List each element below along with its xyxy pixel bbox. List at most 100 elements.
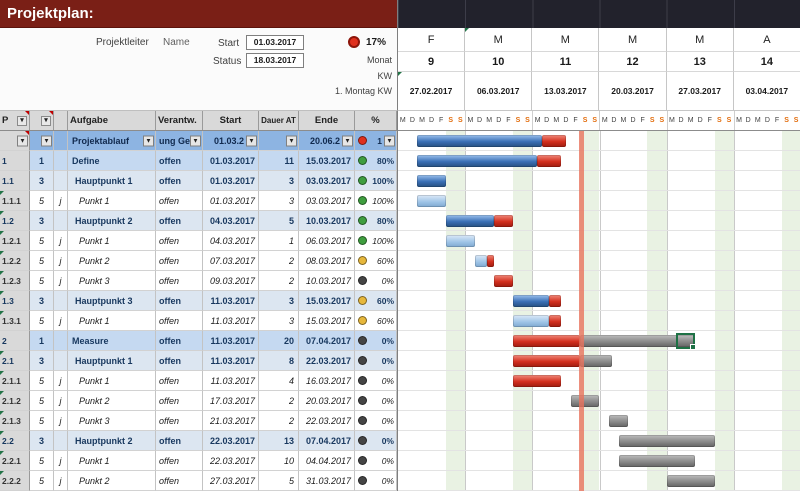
cell-start[interactable]: 01.03.2017 <box>203 151 259 171</box>
cell-percent[interactable]: 100% <box>355 171 397 191</box>
column-header-verantw[interactable]: Verantw. <box>156 111 203 130</box>
cell-start[interactable]: 07.03.2017 <box>203 251 259 271</box>
cell-aufgabe[interactable]: Projektablauf ▾ <box>68 131 156 151</box>
day-letter-cell[interactable]: D <box>764 117 770 124</box>
day-letter-cell[interactable]: F <box>707 117 712 124</box>
day-letter-cell[interactable]: F <box>506 117 511 124</box>
day-letter-cell[interactable]: S <box>525 117 530 124</box>
cell-dauer-at[interactable]: 20 <box>259 331 299 351</box>
day-letter-cell[interactable]: M <box>532 111 542 130</box>
cell-dauer-at[interactable]: 3 <box>259 311 299 331</box>
cell-level[interactable]: 1 <box>30 331 54 351</box>
cell-percent[interactable]: 0% <box>355 471 397 491</box>
day-letter-cell[interactable]: F <box>640 117 645 124</box>
cell-id[interactable]: 1.1 <box>0 171 30 191</box>
cell-cursor[interactable] <box>676 333 697 350</box>
column-header-ende[interactable]: Ende <box>299 111 355 130</box>
week-start-date-cell[interactable]: 13.03.2017 <box>532 72 600 110</box>
cell-flag[interactable]: j <box>54 391 68 411</box>
cell-flag[interactable]: j <box>54 271 68 291</box>
cell-level[interactable]: 3 <box>30 351 54 371</box>
cell-percent[interactable]: 0% <box>355 351 397 371</box>
dropdown-icon[interactable]: ▾ <box>246 135 257 146</box>
cell-level[interactable]: 1 <box>30 151 54 171</box>
cell-level[interactable]: 3 <box>30 211 54 231</box>
cell-start[interactable]: 04.03.2017 <box>203 231 259 251</box>
cell-start[interactable]: 11.03.2017 <box>203 311 259 331</box>
cell-ende[interactable]: 15.03.2017 <box>299 311 355 331</box>
cell-aufgabe[interactable]: Define <box>68 151 156 171</box>
cell-aufgabe[interactable]: Punkt 2 <box>68 391 156 411</box>
cell-percent[interactable]: 60% <box>355 291 397 311</box>
cell-dauer-at[interactable]: 3 <box>259 191 299 211</box>
day-letter-cell[interactable]: S <box>515 117 521 124</box>
dropdown-icon[interactable]: ▾ <box>41 135 52 146</box>
day-letter-cell[interactable]: D <box>611 117 617 124</box>
cell-percent[interactable]: 0% <box>355 451 397 471</box>
day-letter-cell[interactable]: M <box>486 117 493 124</box>
day-letter-cell[interactable]: S <box>659 117 665 124</box>
cell-verantw[interactable]: offen <box>156 291 203 311</box>
cell-verantw[interactable]: offen <box>156 211 203 231</box>
cell-ende[interactable]: 08.03.2017 <box>299 251 355 271</box>
cell-level[interactable]: 5 <box>30 451 54 471</box>
cell-ende[interactable]: 07.04.2017 <box>299 431 355 451</box>
cell-aufgabe[interactable]: Hauptpunkt 1 <box>68 171 156 191</box>
cell-aufgabe[interactable]: Punkt 1 <box>68 371 156 391</box>
cell-dauer-at[interactable]: 2 <box>259 271 299 291</box>
dropdown-icon[interactable]: ▾ <box>286 135 297 146</box>
cell-start[interactable]: 01.03.2017 <box>203 171 259 191</box>
cell-verantw[interactable]: offen <box>156 151 203 171</box>
cell-start[interactable]: 22.03.2017 <box>203 451 259 471</box>
cell-dauer-at[interactable]: 5 <box>259 211 299 231</box>
cell-ende[interactable]: 22.03.2017 <box>299 411 355 431</box>
cell-dauer-at[interactable]: 5 <box>259 471 299 491</box>
week-start-date-cell[interactable]: 03.04.2017 <box>734 72 800 110</box>
dropdown-icon[interactable]: ▾ <box>17 135 28 146</box>
day-letter-cell[interactable]: M <box>419 117 425 124</box>
day-letter-cell[interactable]: M <box>666 111 677 130</box>
cell-aufgabe[interactable]: Hauptpunkt 1 <box>68 351 156 371</box>
filter-icon[interactable]: ▾ <box>17 115 27 126</box>
day-letter-cell[interactable]: M <box>553 117 560 124</box>
cell-percent[interactable]: 100% <box>355 191 397 211</box>
cell-aufgabe[interactable]: Punkt 2 <box>68 251 156 271</box>
column-header-percent[interactable]: % <box>355 111 397 130</box>
cell-percent[interactable]: 100% <box>355 231 397 251</box>
cell-percent[interactable]: 0% <box>355 431 397 451</box>
cell-level[interactable]: 3 <box>30 431 54 451</box>
cell-id[interactable]: 1 <box>0 151 30 171</box>
cell-aufgabe[interactable]: Punkt 3 <box>68 271 156 291</box>
cell-id[interactable]: 2.1.3 <box>0 411 30 431</box>
cell-flag[interactable] <box>54 131 68 151</box>
cell-dauer-at[interactable]: 13 <box>259 431 299 451</box>
day-letter-cell[interactable]: D <box>496 117 502 124</box>
cell-percent[interactable]: 0% <box>355 391 397 411</box>
cell-start[interactable]: 09.03.2017 <box>203 271 259 291</box>
day-letter-cell[interactable]: D <box>477 117 483 124</box>
day-letter-cell[interactable]: S <box>582 117 588 124</box>
cell-aufgabe[interactable]: Measure <box>68 331 156 351</box>
month-cell[interactable]: F <box>398 28 466 52</box>
column-header-aufgabe[interactable]: Aufgabe <box>68 111 156 130</box>
status-date-field[interactable]: 18.03.2017 <box>246 53 304 68</box>
cell-flag[interactable] <box>54 211 68 231</box>
cell-flag[interactable]: j <box>54 251 68 271</box>
cell-flag[interactable] <box>54 351 68 371</box>
cell-start[interactable]: 17.03.2017 <box>203 391 259 411</box>
cell-ende[interactable]: 15.03.2017 <box>299 291 355 311</box>
day-letter-cell[interactable]: M <box>465 111 475 130</box>
cell-id[interactable]: ▾ <box>0 131 30 151</box>
cell-aufgabe[interactable]: Hauptpunkt 2 <box>68 431 156 451</box>
dropdown-icon[interactable]: ▾ <box>342 135 353 146</box>
cell-ende[interactable]: 06.03.2017 <box>299 231 355 251</box>
day-letter-cell[interactable]: F <box>573 117 578 124</box>
cell-id[interactable]: 1.2 <box>0 211 30 231</box>
cell-flag[interactable]: j <box>54 451 68 471</box>
cell-flag[interactable]: j <box>54 311 68 331</box>
cell-ende[interactable]: 15.03.2017 <box>299 151 355 171</box>
month-cell[interactable]: M <box>599 28 667 52</box>
kw-cell[interactable]: 11 <box>532 52 600 72</box>
cell-aufgabe[interactable]: Punkt 1 <box>68 451 156 471</box>
day-letter-cell[interactable]: F <box>439 117 444 124</box>
